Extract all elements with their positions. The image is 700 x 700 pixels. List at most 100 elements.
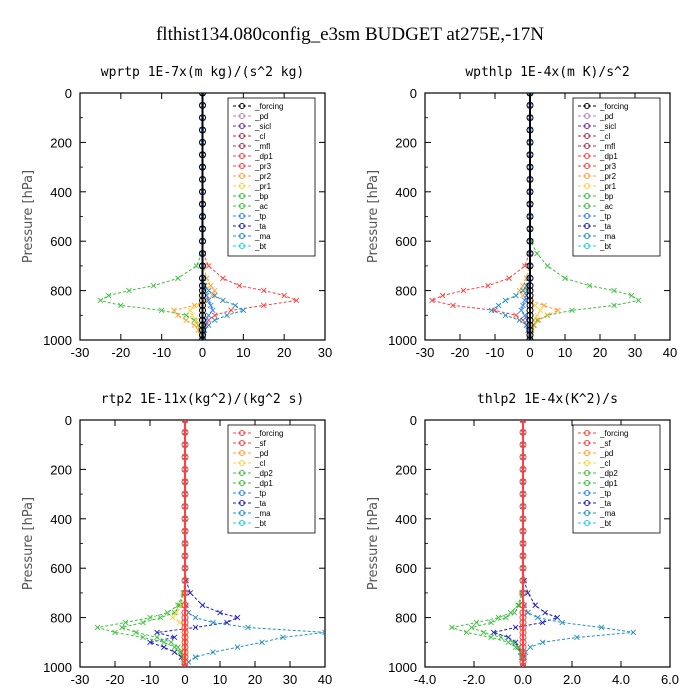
panel-title: rtp2 1E-11x(kg^2)/(kg^2 s) xyxy=(101,392,305,407)
series-point-ma xyxy=(220,297,226,304)
series-point-bp xyxy=(611,302,617,309)
x-tick-label: 10 xyxy=(236,345,250,360)
legend-entry: _pd xyxy=(254,112,268,121)
series-point-dp1 xyxy=(512,644,519,651)
panel-title: wpthlp 1E-4x(m K)/s^2 xyxy=(465,65,629,80)
series-point-bp xyxy=(150,282,157,289)
legend-entry: _sicl xyxy=(599,122,616,131)
legend-entry: _ta xyxy=(599,499,612,508)
series-point-forcing xyxy=(199,101,206,109)
series-point-pr1 xyxy=(189,312,196,319)
legend-marker xyxy=(584,500,590,506)
x-tick-label: 0 xyxy=(526,345,533,360)
x-tick-label: 4.0 xyxy=(612,672,630,687)
series-point-forcing xyxy=(181,527,189,535)
series-point-forcing xyxy=(181,643,189,651)
series-point-ma xyxy=(525,609,531,616)
series-point-pr3 xyxy=(460,287,467,294)
series-point-forcing xyxy=(526,316,534,324)
series-point-forcing xyxy=(181,428,189,436)
legend-marker xyxy=(584,153,590,159)
series-point-tp xyxy=(199,93,206,96)
series-point-ma xyxy=(211,317,218,324)
series-point-ma xyxy=(205,287,212,294)
legend-entry: _ta xyxy=(254,222,267,231)
series-point-forcing xyxy=(181,614,189,622)
series-point-forcing xyxy=(199,321,206,329)
series-point-ta xyxy=(171,649,178,655)
x-tick-label: -20 xyxy=(451,345,470,360)
series-point-forcing xyxy=(526,213,534,220)
series-point-forcing xyxy=(181,577,189,585)
panel-2: wpthlp 1E-4x(m K)/s^2 Pressure [hPa] -30 -2… xyxy=(366,65,677,360)
series-point-forcing xyxy=(199,237,206,245)
series-point-forcing xyxy=(526,237,534,245)
panel-1: wprtp 1E-7x(m kg)/(s^2 kg) Pressure [hPa]… xyxy=(21,65,332,360)
legend-entry: _pd xyxy=(254,449,268,458)
series-point-pr3 xyxy=(521,263,528,269)
series-point-pr1 xyxy=(534,312,540,319)
legend-entry: _ac xyxy=(599,202,613,211)
series-point-bp xyxy=(191,317,198,324)
series-point-pr2 xyxy=(175,312,181,319)
series-point-forcing xyxy=(199,282,206,290)
series-line-dp1 xyxy=(449,420,524,667)
y-tick-label: 600 xyxy=(50,234,72,249)
series-point-tp xyxy=(205,297,212,304)
series-point-dp2 xyxy=(515,644,521,651)
series-point-ma xyxy=(192,614,199,621)
legend-entry: _sicl xyxy=(254,122,271,131)
series-point-forcing xyxy=(526,331,534,339)
x-tick-label: -30 xyxy=(71,345,90,360)
y-tick-label: 800 xyxy=(395,284,417,299)
series-point-bp xyxy=(544,263,551,269)
series-point-pr3 xyxy=(205,263,212,269)
series-point-pr3 xyxy=(260,302,267,309)
y-tick-label: 200 xyxy=(395,135,417,150)
y-tick-label: 1000 xyxy=(43,333,72,348)
series-point-forcing xyxy=(199,274,206,282)
legend-entry: _bt xyxy=(599,242,612,251)
y-tick-label: 1000 xyxy=(388,333,417,348)
series-point-forcing xyxy=(526,262,534,270)
series-point-pr3 xyxy=(281,292,287,299)
series-point-ta xyxy=(532,602,539,609)
series-point-forcing xyxy=(181,515,189,523)
legend-marker xyxy=(239,520,245,526)
series-point-ta xyxy=(525,590,531,596)
y-tick-label: 200 xyxy=(395,462,417,477)
legend-entry: _sf xyxy=(599,439,611,448)
legend-marker xyxy=(239,173,245,179)
series-point-forcing xyxy=(519,502,527,510)
series-point-tp xyxy=(207,302,214,309)
series-point-forcing xyxy=(519,643,527,651)
series-point-bp xyxy=(569,307,575,314)
series-point-forcing xyxy=(519,663,527,667)
series-point-forcing xyxy=(199,93,206,97)
x-tick-label: 40 xyxy=(318,672,332,687)
legend-marker xyxy=(584,480,590,486)
legend-marker xyxy=(239,440,245,446)
legend-entry: _pd xyxy=(599,112,613,121)
y-tick-label: 0 xyxy=(65,413,72,428)
series-point-forcing xyxy=(199,326,206,334)
series-point-pr3 xyxy=(429,297,435,304)
series-point-ma xyxy=(280,634,286,641)
series-point-dp2 xyxy=(133,629,139,636)
legend-marker xyxy=(584,233,590,239)
series-point-ma xyxy=(259,639,265,646)
series-point-forcing xyxy=(526,301,534,309)
series-point-dp1 xyxy=(140,634,146,641)
x-tick-label: 20 xyxy=(593,345,607,360)
legend: _forcing_pd_sicl_cl_mfl_dp1_pr3_pr2_pr1_… xyxy=(572,97,661,257)
y-tick-label: 0 xyxy=(65,86,72,101)
series-point-ma xyxy=(234,644,241,651)
series-point-dp1 xyxy=(112,629,118,636)
series-point-ta xyxy=(554,614,561,621)
series-point-bp xyxy=(118,302,124,309)
series-point-tp xyxy=(205,312,212,319)
x-tick-label: -10 xyxy=(486,345,505,360)
legend-marker xyxy=(584,183,590,189)
series-point-dp1 xyxy=(515,602,521,609)
series-point-ta xyxy=(187,590,194,596)
